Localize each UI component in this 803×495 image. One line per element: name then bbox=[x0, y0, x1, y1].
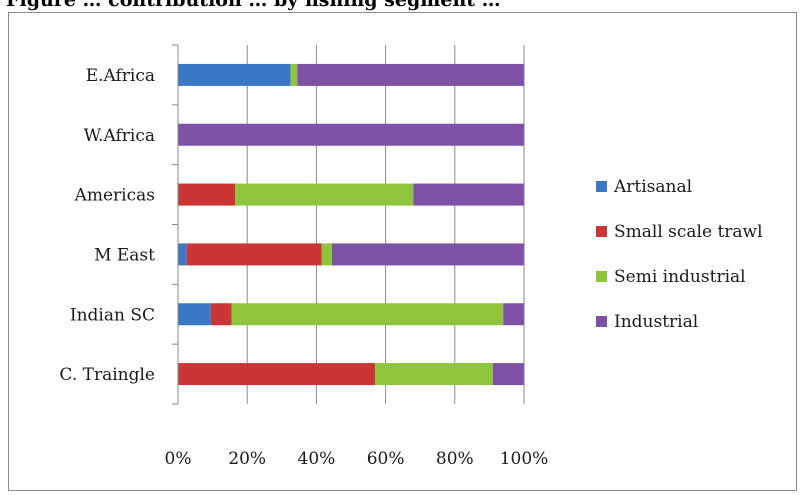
bars bbox=[178, 63, 524, 386]
bar-segment bbox=[178, 303, 211, 326]
x-tick-label: 0% bbox=[165, 449, 192, 469]
bar-segment bbox=[178, 183, 236, 206]
bar-segment bbox=[331, 243, 524, 266]
chart-title: Figure … contribution … by fishing segme… bbox=[6, 0, 501, 11]
category-label: Indian SC bbox=[70, 305, 155, 325]
bar-segment bbox=[297, 63, 524, 86]
x-tick-labels: 0% 20% 40% 60% 80% 100% bbox=[165, 449, 549, 469]
bar-segment bbox=[178, 63, 291, 86]
chart-title-strip: Figure … contribution … by fishing segme… bbox=[0, 0, 803, 14]
gridlines bbox=[246, 45, 525, 404]
category-label: M East bbox=[94, 245, 155, 265]
legend-swatch bbox=[596, 271, 607, 282]
legend-label: Small scale trawl bbox=[614, 222, 763, 242]
bar-segment bbox=[178, 123, 524, 146]
category-label: C. Traingle bbox=[59, 365, 155, 385]
bar-segment bbox=[503, 303, 524, 326]
x-tick-label: 80% bbox=[436, 449, 474, 469]
bar-segment bbox=[210, 303, 232, 326]
bar-segment bbox=[290, 63, 298, 86]
x-tick-label: 40% bbox=[298, 449, 336, 469]
category-label: W.Africa bbox=[84, 126, 155, 146]
bar-segment bbox=[321, 243, 332, 266]
category-labels: E.Africa W.Africa Americas M East Indian SC C… bbox=[59, 66, 155, 385]
bar-segment bbox=[492, 363, 524, 386]
bar-segment bbox=[231, 303, 504, 326]
legend-label: Industrial bbox=[614, 312, 698, 332]
bar-segment bbox=[178, 363, 376, 386]
category-label: E.Africa bbox=[86, 66, 155, 86]
bar-segment bbox=[186, 243, 322, 266]
legend: Artisanal Small scale trawl Semi industria… bbox=[596, 177, 763, 332]
legend-swatch bbox=[596, 181, 607, 192]
category-label: Americas bbox=[74, 186, 155, 206]
bar-segment bbox=[413, 183, 524, 206]
x-tick-label: 60% bbox=[367, 449, 405, 469]
x-tick-label: 20% bbox=[228, 449, 266, 469]
legend-swatch bbox=[596, 316, 607, 327]
axes bbox=[172, 44, 179, 405]
legend-label: Semi industrial bbox=[614, 267, 746, 287]
bar-segment bbox=[178, 243, 187, 266]
legend-label: Artisanal bbox=[613, 177, 692, 197]
x-tick-label: 100% bbox=[500, 449, 549, 469]
bar-segment bbox=[375, 363, 493, 386]
bar-segment bbox=[235, 183, 414, 206]
legend-swatch bbox=[596, 226, 607, 237]
